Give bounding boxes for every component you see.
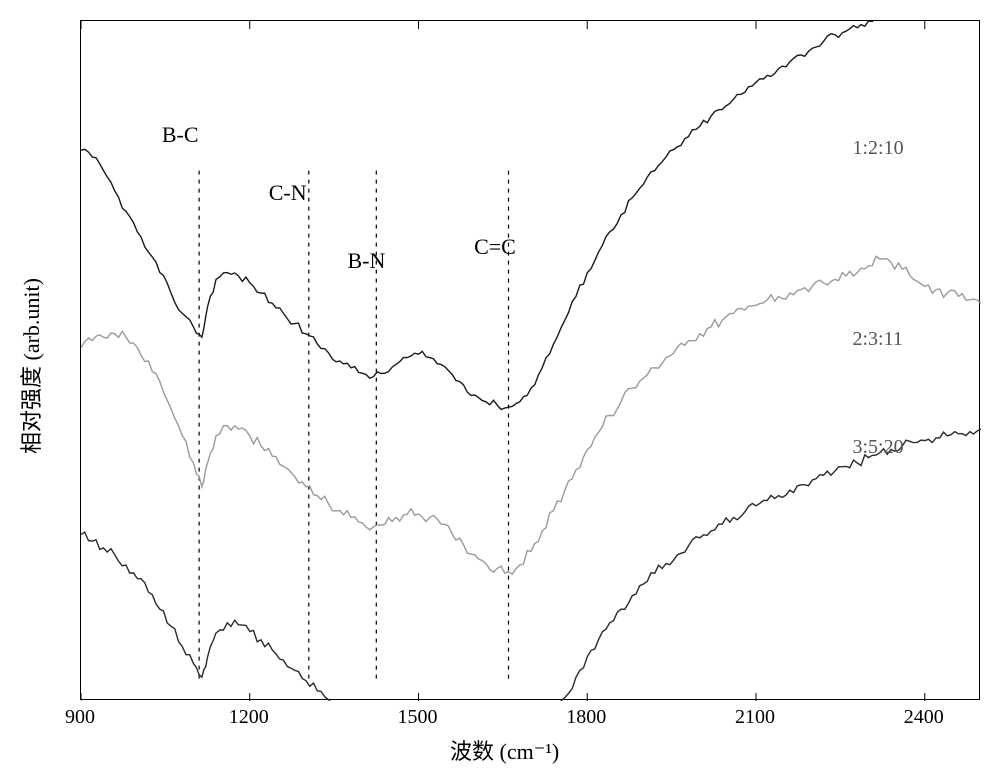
plot-svg [81, 21, 981, 701]
x-tick-label: 1500 [393, 706, 443, 729]
spectrum-line-2-3-11 [81, 256, 981, 574]
spectrum-line-1-2-10 [81, 21, 981, 409]
plot-area [80, 20, 980, 700]
spectrum-line-3-5-20 [81, 429, 981, 701]
peak-label: C-N [269, 180, 307, 206]
y-axis-label: 相对强度 (arb.unit) [14, 266, 46, 466]
series-label: 3:5:20 [853, 436, 904, 459]
peak-label: B-C [162, 122, 199, 148]
peak-label: C=C [474, 234, 516, 260]
x-axis-label: 波数 (cm⁻¹) [450, 734, 559, 766]
series-label: 1:2:10 [853, 137, 904, 160]
x-tick-label: 2400 [899, 706, 949, 729]
x-tick-label: 2100 [730, 706, 780, 729]
x-tick-label: 1800 [561, 706, 611, 729]
series-label: 2:3:11 [853, 328, 903, 351]
x-tick-label: 1200 [224, 706, 274, 729]
peak-label: B-N [348, 248, 386, 274]
x-tick-label: 900 [55, 706, 105, 729]
spectra-chart: 相对强度 (arb.unit) 90012001500180021002400 … [0, 0, 1000, 781]
